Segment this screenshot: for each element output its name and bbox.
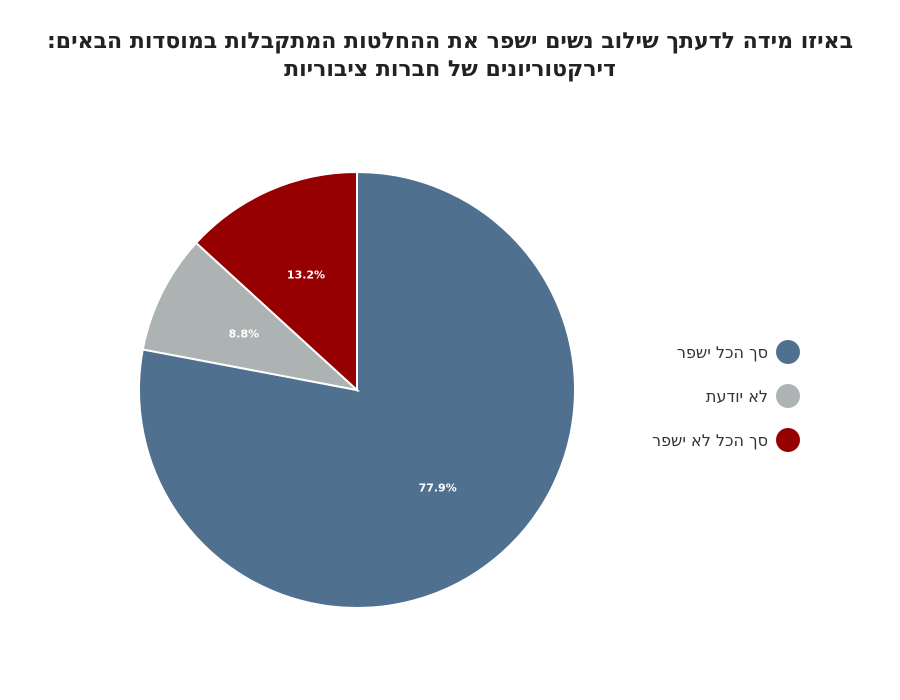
legend-item: סך הכל ישפר — [560, 330, 800, 374]
slice-value-label: 13.2% — [287, 268, 325, 281]
chart-subtitle: דירקטוריונים של חברות ציבוריות — [284, 57, 616, 82]
legend-swatch — [776, 428, 800, 452]
pie-slice — [141, 241, 361, 392]
pie-slices — [138, 170, 576, 609]
legend-label: סך הכל לא ישפר — [652, 430, 768, 450]
legend-label: לא יודעת — [705, 386, 768, 406]
pie-labels: 77.9% 8.8% 13.2% — [229, 268, 457, 494]
legend-label: סך הכל ישפר — [676, 342, 768, 362]
legend-swatch — [776, 340, 800, 364]
chart-legend: סך הכל ישפר לא יודעת סך הכל לא ישפר — [560, 330, 800, 462]
legend-swatch — [776, 384, 800, 408]
slice-value-label: 77.9% — [419, 481, 457, 494]
chart-title: באיזו מידה לדעתך שילוב נשים ישפר את ההחל… — [47, 29, 853, 54]
pie-slice — [194, 170, 358, 393]
slice-value-label: 8.8% — [229, 327, 260, 340]
chart-title-block: באיזו מידה לדעתך שילוב נשים ישפר את ההחל… — [20, 28, 880, 84]
legend-item: לא יודעת — [560, 374, 800, 418]
legend-item: סך הכל לא ישפר — [560, 418, 800, 462]
